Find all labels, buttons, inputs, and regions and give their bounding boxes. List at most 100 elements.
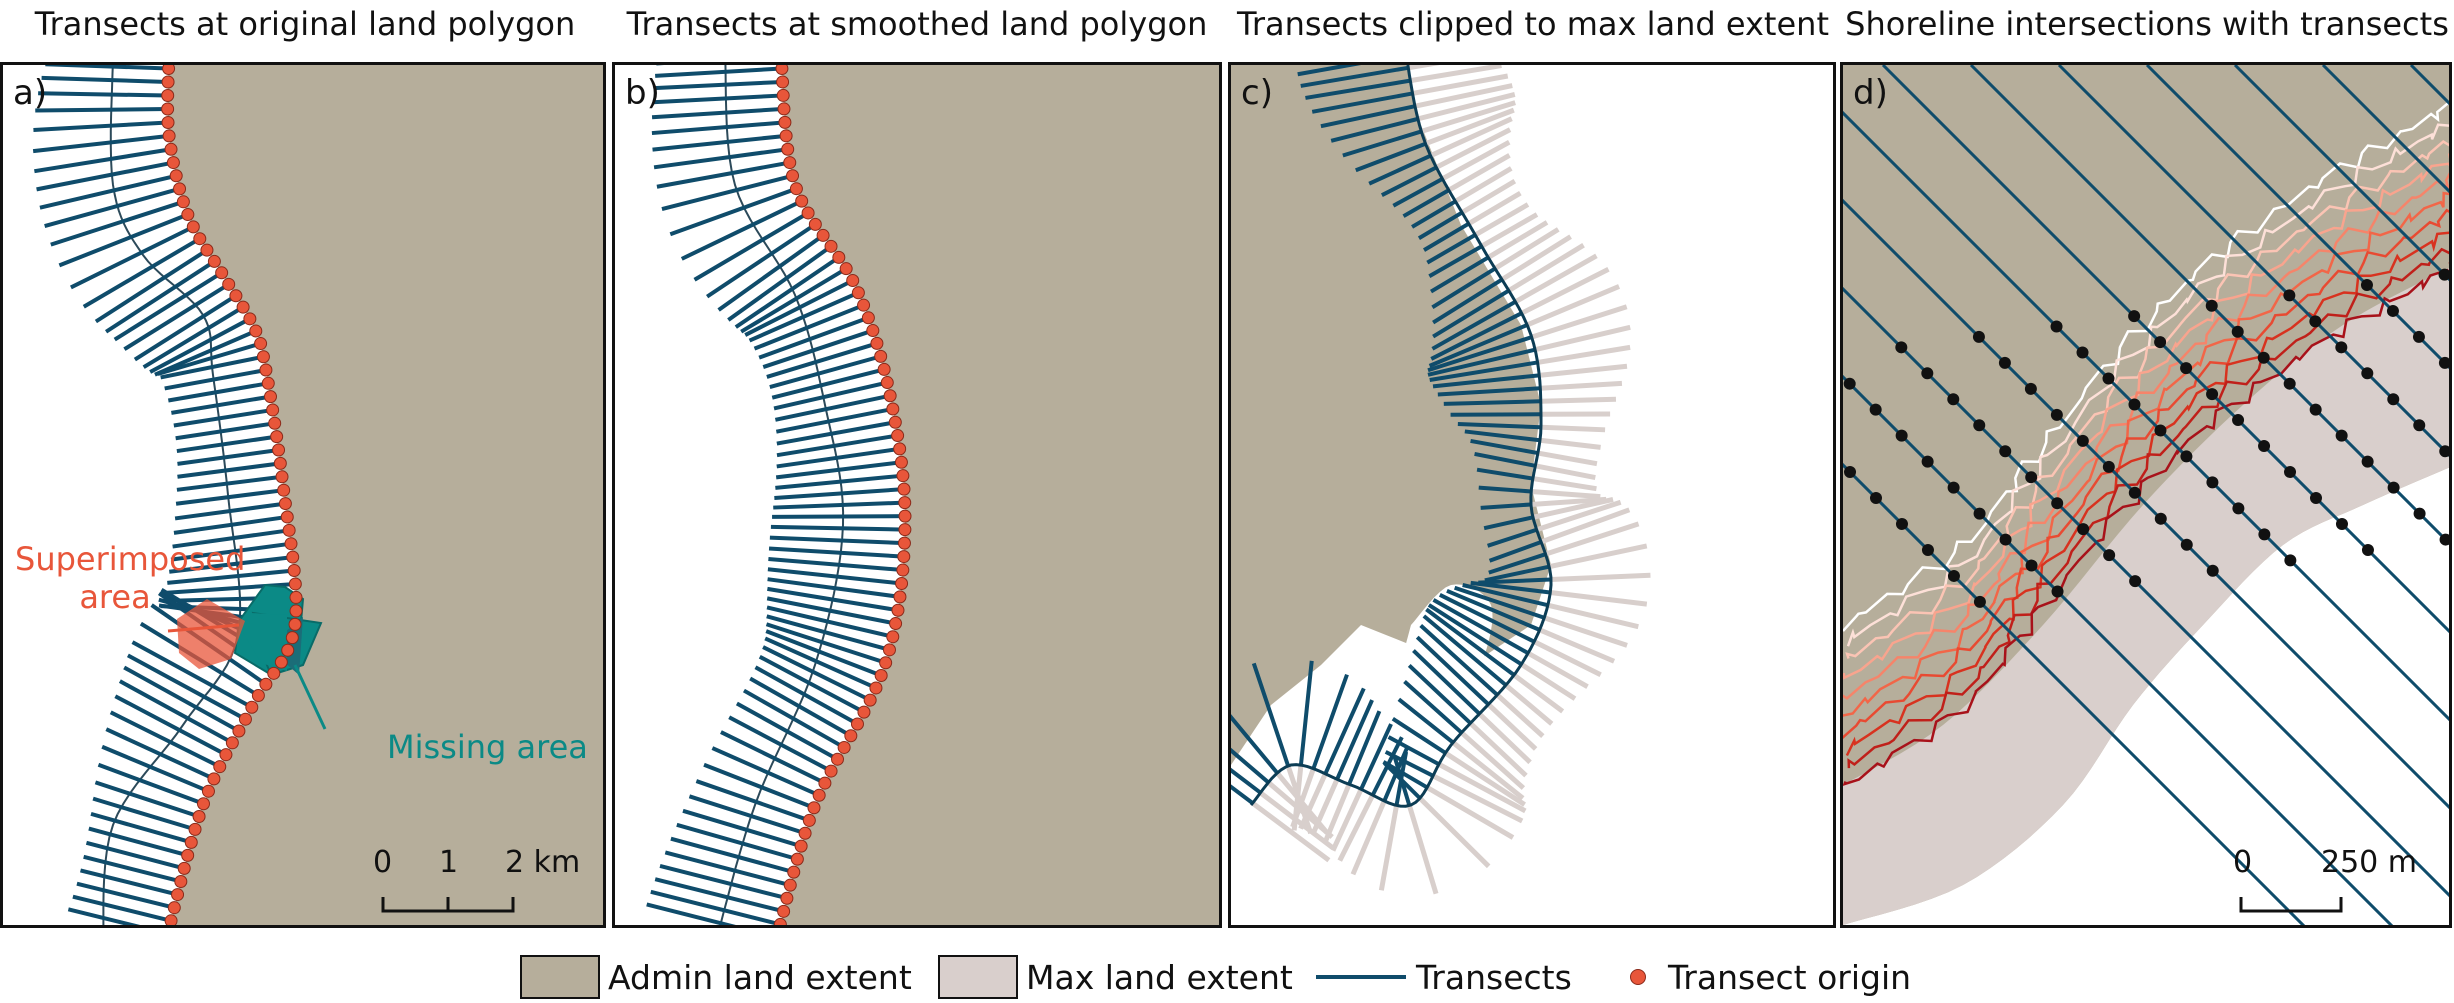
transect [173, 514, 288, 535]
transect-origin [877, 362, 891, 376]
intersection-point [1947, 481, 1960, 494]
intersection-point [2335, 517, 2348, 530]
transect-origin [879, 656, 893, 670]
transect-origin [883, 389, 897, 403]
transect-origin [896, 563, 910, 577]
transect-origin [786, 169, 800, 183]
clipped-transect [1534, 324, 1631, 353]
transect [1423, 221, 1470, 252]
intersection-point [2412, 330, 2425, 343]
transect-origin [268, 416, 282, 430]
transect [774, 393, 891, 422]
transect [770, 524, 905, 532]
intersection-point [2232, 502, 2245, 515]
transect [1370, 736, 1404, 797]
transect-origin [184, 835, 198, 849]
intersection-point [2103, 549, 2116, 562]
transect-origin [201, 784, 215, 798]
transect-origin [266, 403, 280, 417]
transect-origin [807, 801, 821, 815]
clipped-transect [1538, 627, 1616, 664]
transect-origin [281, 643, 295, 657]
transect-origin [164, 142, 178, 156]
panel-d: d) 0 250 m [1840, 62, 2452, 928]
transect [32, 133, 170, 154]
transect [175, 488, 284, 506]
clipped-transect [1486, 702, 1538, 751]
intersection-point [2206, 476, 2219, 489]
transect-origin [161, 102, 175, 116]
intersection-point [2180, 538, 2193, 551]
transect-origin [259, 363, 273, 377]
intersection-point [2076, 346, 2089, 359]
transect-origin [251, 688, 265, 702]
transect [653, 147, 788, 170]
intersection-point [2387, 393, 2400, 406]
transect-origin [832, 250, 846, 264]
intersection-point [2360, 278, 2373, 291]
intersection-point [1895, 341, 1908, 354]
transect [754, 665, 859, 726]
intersection-point [2232, 414, 2245, 427]
legend-transects-swatch [1316, 975, 1406, 979]
transect-origin [200, 243, 214, 257]
transect-origin [164, 914, 178, 925]
transect-origin [808, 217, 822, 231]
transect [35, 106, 168, 113]
transect [1392, 177, 1444, 208]
transect [1427, 347, 1536, 377]
transect [157, 341, 262, 376]
transect [771, 367, 885, 400]
clipped-transect [1437, 762, 1527, 814]
transect [1470, 438, 1539, 456]
transect-origin [243, 312, 257, 326]
transect [1478, 485, 1532, 494]
transect [670, 836, 795, 875]
transect [656, 160, 791, 189]
clipped-transect [1540, 424, 1606, 433]
transect-origin [779, 129, 793, 143]
intersection-point [1999, 445, 2012, 458]
transect [33, 120, 169, 132]
panel-b-label: b) [625, 73, 660, 113]
transect-origin [232, 724, 246, 738]
transect-origin [193, 232, 207, 246]
transect [2145, 65, 2449, 370]
transect [1323, 687, 1366, 775]
transect [1231, 784, 1254, 805]
transect [82, 236, 201, 309]
intersection-point [1895, 517, 1908, 530]
transect-origin [888, 415, 902, 429]
transect [1382, 760, 1429, 790]
transect [727, 244, 833, 322]
transect [170, 541, 292, 562]
transect-origin [229, 289, 243, 303]
transect-origin [795, 194, 809, 208]
clipped-transect [1550, 572, 1651, 583]
transect [34, 147, 172, 174]
transect-origin [278, 497, 292, 511]
transect [1427, 603, 1523, 666]
intersection-point [2129, 575, 2142, 588]
transect [766, 614, 890, 652]
transect [767, 567, 902, 586]
transect [41, 75, 169, 84]
intersection-point [2361, 367, 2374, 380]
intersection-point [2309, 403, 2322, 416]
transect-origin [173, 182, 187, 196]
transect [45, 65, 169, 71]
transect [767, 577, 901, 599]
scalebar-d-bar [2239, 897, 2343, 913]
transect [1330, 116, 1419, 143]
clipped-transect [1447, 153, 1511, 193]
transect [123, 282, 230, 351]
admin-land-b [780, 65, 1219, 925]
clipped-transect [1530, 304, 1628, 340]
shoreline-c [1249, 65, 1553, 808]
intersection-point [2284, 466, 2297, 479]
transect [67, 907, 141, 925]
transect [1454, 585, 1545, 620]
transect [1412, 649, 1481, 716]
clipped-transect [1417, 92, 1516, 122]
transect [1431, 300, 1517, 351]
